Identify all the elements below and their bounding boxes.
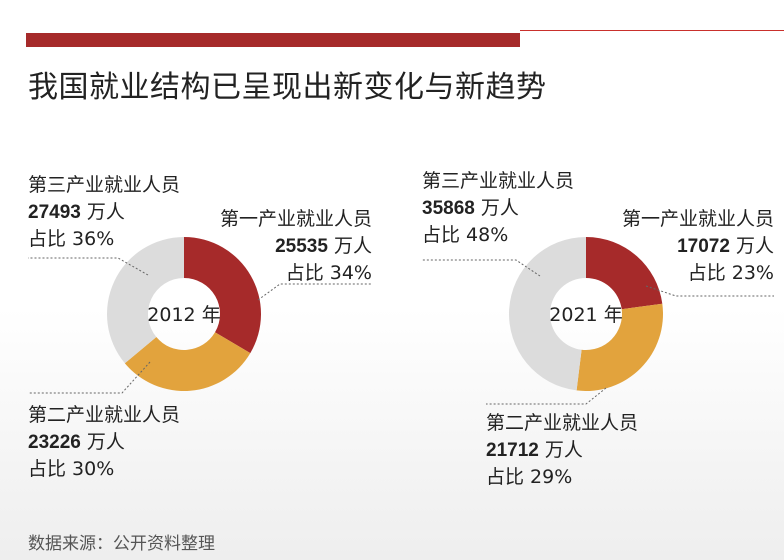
donut-slice-2021-secondary <box>576 303 663 391</box>
label-value: 23226 <box>28 432 81 453</box>
label-value: 25535 <box>275 236 328 257</box>
label-2012-primary: 第一产业就业人员 25535 万人 占比 34% <box>180 206 372 287</box>
label-unit: 万人 <box>86 431 125 453</box>
donut-slice-2021-tertiary <box>509 236 586 391</box>
label-2021-primary: 第一产业就业人员 17072 万人 占比 23% <box>582 206 774 287</box>
label-share: 占比 36% <box>28 228 115 250</box>
source-note: 数据来源：公开资料整理 <box>28 534 215 554</box>
label-value: 21712 <box>486 440 539 461</box>
label-2012-tertiary: 第三产业就业人员 27493 万人 占比 36% <box>28 172 180 253</box>
title-accent-bar <box>26 33 520 47</box>
page-title: 我国就业结构已呈现出新变化与新趋势 <box>28 70 547 105</box>
leader-line-2012-primary <box>257 283 372 301</box>
label-2021-secondary: 第二产业就业人员 21712 万人 占比 29% <box>486 410 638 491</box>
leader-line-2021-tertiary <box>422 259 541 277</box>
label-unit: 万人 <box>480 197 519 219</box>
label-value: 35868 <box>422 198 475 219</box>
donut-slice-2012-primary <box>184 237 261 354</box>
donut-slice-2012-secondary <box>124 332 251 392</box>
center-label-2012: 2012 年 <box>147 304 220 326</box>
label-name: 第三产业就业人员 <box>28 174 181 196</box>
label-2012-secondary: 第二产业就业人员 23226 万人 占比 30% <box>28 402 180 483</box>
label-unit: 万人 <box>544 439 583 461</box>
label-share: 占比 30% <box>28 458 115 480</box>
donut-slice-2012-tertiary <box>106 237 184 364</box>
label-unit: 万人 <box>333 235 372 257</box>
label-name: 第三产业就业人员 <box>422 170 575 192</box>
label-name: 第一产业就业人员 <box>621 208 774 230</box>
label-value: 27493 <box>28 202 81 223</box>
label-2021-tertiary: 第三产业就业人员 35868 万人 占比 48% <box>422 168 574 249</box>
label-value: 17072 <box>677 236 730 257</box>
center-label-2021: 2021 年 <box>549 304 622 326</box>
label-share: 占比 34% <box>285 262 372 284</box>
title-accent-line <box>520 30 784 31</box>
label-name: 第一产业就业人员 <box>219 208 372 230</box>
label-share: 占比 29% <box>486 466 573 488</box>
label-share: 占比 48% <box>422 224 509 246</box>
label-name: 第二产业就业人员 <box>486 412 639 434</box>
label-unit: 万人 <box>86 201 125 223</box>
leader-line-2012-secondary <box>28 361 151 394</box>
label-name: 第二产业就业人员 <box>28 404 181 426</box>
donut-slice-2021-primary <box>586 237 663 310</box>
leader-line-2021-secondary <box>486 387 607 405</box>
label-share: 占比 23% <box>687 262 774 284</box>
label-unit: 万人 <box>735 235 774 257</box>
leader-line-2021-primary <box>645 285 774 297</box>
